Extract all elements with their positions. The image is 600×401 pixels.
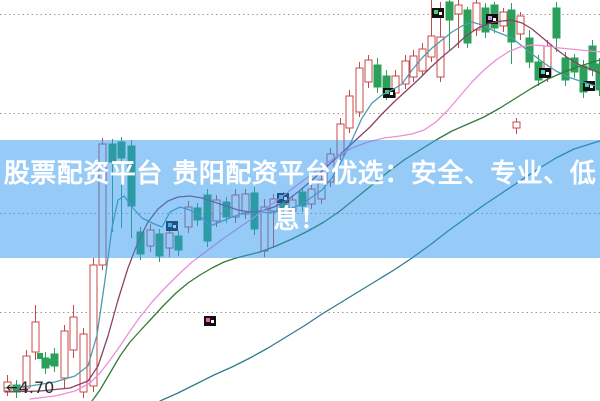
- candle-down: [445, 1, 454, 21]
- signal-marker-dot: [390, 92, 393, 95]
- signal-marker-dot: [488, 16, 492, 20]
- banner-text-line-1: 股票配资平台 贵阳配资平台优选：安全、专业、低: [3, 159, 597, 189]
- candle-up: [516, 15, 525, 35]
- candle-down: [552, 7, 561, 39]
- candle-down: [588, 45, 597, 71]
- signal-marker-dot: [434, 10, 438, 14]
- green-dot-marker: [47, 359, 53, 365]
- candle-down: [570, 57, 579, 73]
- candle-up: [89, 264, 98, 387]
- candle-up: [418, 48, 427, 72]
- candle-down: [507, 9, 516, 43]
- signal-marker-dot: [590, 85, 593, 88]
- candle-up: [355, 67, 364, 113]
- candle-up: [512, 121, 521, 129]
- candle-up: [472, 2, 481, 31]
- candle-up: [69, 316, 78, 351]
- candle-up: [22, 355, 31, 389]
- candle-up: [454, 4, 463, 15]
- candle-up: [499, 11, 508, 27]
- signal-marker-dot: [585, 83, 589, 87]
- candle-down: [373, 64, 382, 88]
- candle-up: [79, 333, 88, 393]
- candle-up: [31, 321, 40, 353]
- green-dot-marker: [37, 353, 43, 359]
- price-tag-value: 4.70: [18, 378, 55, 397]
- price-tag: ← 4.70: [6, 379, 54, 397]
- signal-marker-dot: [546, 72, 549, 75]
- candle-up: [391, 75, 400, 94]
- promo-banner-overlay: 股票配资平台 贵阳配资平台优选：安全、专业、低 息！: [0, 140, 600, 258]
- candle-up: [345, 95, 354, 129]
- candle-up: [427, 35, 436, 58]
- left-arrow-icon: ←: [6, 380, 18, 396]
- candle-up: [60, 330, 69, 379]
- candle-up: [3, 381, 12, 392]
- signal-marker-dot: [211, 320, 214, 323]
- signal-marker-dot: [541, 70, 545, 74]
- signal-marker-dot: [439, 12, 442, 15]
- candle-up: [409, 55, 418, 78]
- banner-text-line-2: 息！: [273, 205, 327, 235]
- candle-down: [561, 57, 570, 81]
- candle-down: [463, 9, 472, 44]
- signal-marker-dot: [206, 318, 210, 322]
- candle-up: [401, 60, 410, 85]
- signal-marker-dot: [493, 18, 496, 21]
- candle-up: [436, 36, 445, 78]
- candle-up: [364, 59, 373, 83]
